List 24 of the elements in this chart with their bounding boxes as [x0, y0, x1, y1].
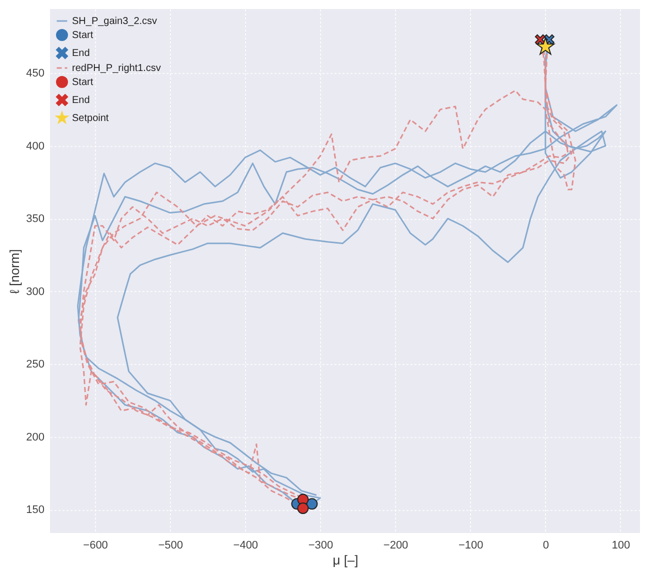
- y-tick-label: 150: [26, 504, 44, 516]
- legend-label: Start: [72, 30, 94, 41]
- y-tick-label: 200: [26, 431, 44, 444]
- x-tick-label: 0: [542, 540, 549, 552]
- x-tick-label: −200: [383, 540, 408, 552]
- y-tick-label: 350: [26, 213, 44, 226]
- x-tick-label: 100: [612, 540, 630, 552]
- x-tick-label: −400: [233, 540, 258, 552]
- x-tick-label: −300: [308, 540, 334, 552]
- y-tick-label: 300: [26, 286, 44, 298]
- x-tick-label: −600: [83, 540, 108, 552]
- y-tick-label: 250: [26, 358, 44, 371]
- legend-label: Start: [72, 77, 94, 88]
- x-tick-label: −100: [458, 540, 484, 552]
- legend-label: redPH_P_right1.csv: [72, 63, 161, 74]
- x-tick-label: −500: [158, 540, 183, 552]
- legend-label: Setpoint: [72, 113, 109, 124]
- y-axis-title: ℓ [norm]: [7, 249, 22, 294]
- y-tick-label: 450: [26, 68, 44, 80]
- legend-label: End: [72, 95, 90, 106]
- x-axis-title: μ [–]: [332, 552, 358, 568]
- legend-label: End: [72, 48, 90, 59]
- y-tick-label: 400: [26, 140, 44, 152]
- legend-label: SH_P_gain3_2.csv: [72, 16, 158, 27]
